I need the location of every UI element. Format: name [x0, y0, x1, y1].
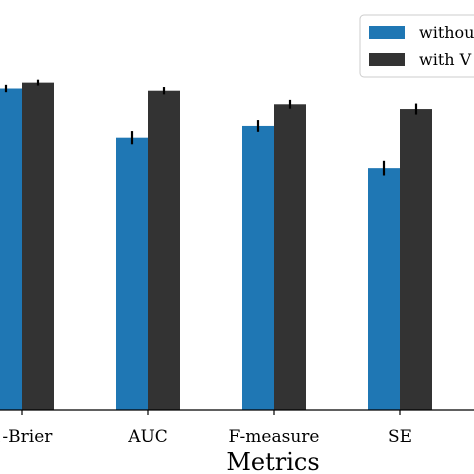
bar-f-measure-series-2: [274, 104, 306, 410]
bar-auc-series-1: [116, 137, 148, 410]
x-tick-label-f-measure: F-measure: [229, 427, 320, 447]
x-tick-label-se: SE: [388, 427, 412, 447]
x-axis-title: Metrics: [226, 448, 319, 474]
x-tick-label-auc: AUC: [127, 427, 168, 447]
bar-1-brier-series-2: [22, 82, 54, 411]
legend-label-with: with V: [419, 50, 472, 69]
legend-swatch-without: [369, 26, 405, 39]
bar-1-brier-series-1: [0, 88, 22, 411]
bar-se-series-1: [368, 168, 400, 410]
legend-label-without: withou: [419, 23, 474, 42]
legend: withou with V: [359, 14, 474, 78]
legend-swatch-with: [369, 53, 405, 66]
bar-auc-series-2: [148, 90, 180, 411]
x-ticks: 1-Brier AUC F-measure SE: [0, 410, 412, 447]
bars-layer: [0, 82, 432, 411]
bar-se-series-2: [400, 109, 432, 410]
errorbars-layer: [4, 79, 418, 176]
x-tick-label-1-brier: 1-Brier: [0, 427, 53, 447]
bar-f-measure-series-1: [242, 125, 274, 410]
